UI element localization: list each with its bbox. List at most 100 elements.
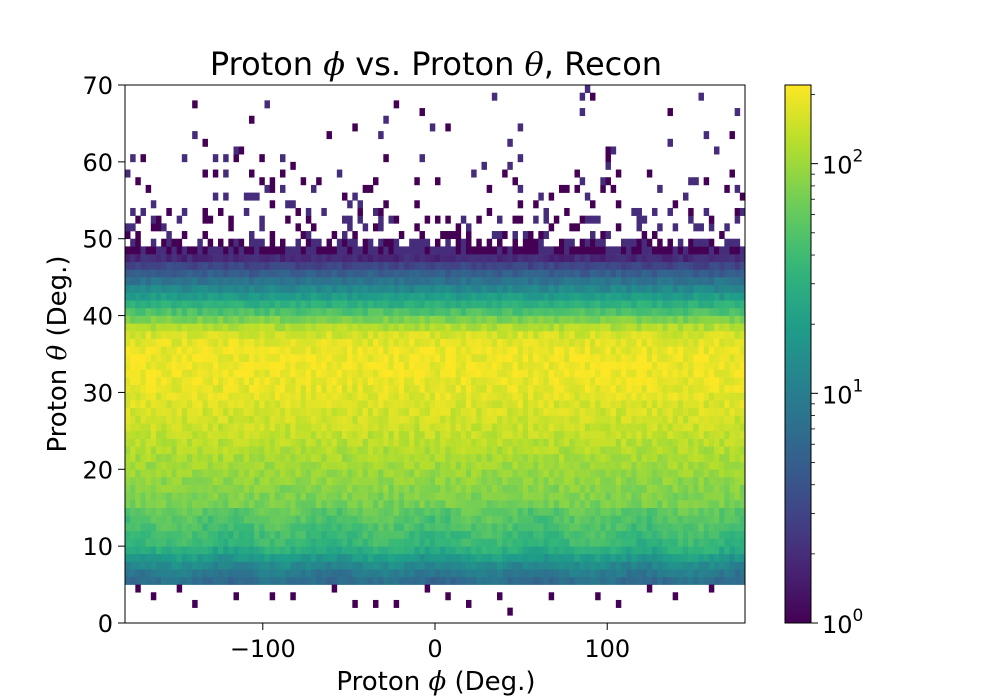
heatmap-cell [197,361,203,370]
heatmap-cell [450,469,456,478]
heatmap-cell [559,576,565,585]
heatmap-cell [512,492,518,501]
heatmap-cell [672,292,679,301]
heatmap-cell [703,300,710,309]
heatmap-cell [300,476,307,485]
heatmap-cell [259,415,265,424]
heatmap-cell [161,438,167,447]
heatmap-cell [600,392,606,401]
heatmap-cell [424,538,431,547]
heatmap-cell [538,407,544,416]
heatmap-cell [502,415,508,424]
heatmap-cell [595,377,601,386]
heatmap-cell [641,269,648,278]
heatmap-cell [491,300,498,309]
heatmap-cell [590,446,596,455]
heatmap-cell [218,438,224,447]
heatmap-cell [404,438,410,447]
heatmap-cell [166,476,172,485]
heatmap-cell [187,576,193,585]
heatmap-cell [688,500,694,509]
heatmap-cell [636,530,642,539]
heatmap-cell [373,530,379,539]
heatmap-cell [621,515,627,524]
heatmap-cell [181,392,188,401]
heatmap-cell [460,538,467,547]
heatmap-cell [305,384,312,393]
heatmap-cell [497,384,503,393]
heatmap-cell [156,407,162,416]
heatmap-cell [564,484,570,493]
heatmap-cell [435,546,441,555]
heatmap-cell [305,453,312,462]
heatmap-cell [140,400,146,409]
heatmap-cell [703,576,710,585]
heatmap-cell [708,307,715,316]
heatmap-cell [739,446,746,455]
heatmap-cell [357,476,363,485]
heatmap-cell [584,277,591,286]
heatmap-cell [662,423,668,432]
heatmap-cell [683,384,689,393]
heatmap-cell [300,469,307,478]
heatmap-cell [621,292,627,301]
heatmap-cell [641,323,648,332]
heatmap-cell [197,261,203,270]
heatmap-cell [140,354,146,362]
heatmap-cell [228,569,234,578]
heatmap-cell [548,338,555,347]
heatmap-cell [249,546,255,555]
heatmap-cell [233,546,239,555]
heatmap-cell [471,300,477,309]
heatmap-cell [440,269,446,278]
heatmap-cell [326,523,332,532]
heatmap-cell [243,338,250,347]
heatmap-cell [662,338,668,347]
heatmap-cell [259,538,265,547]
heatmap-cell [708,438,715,447]
heatmap-cell [559,538,565,547]
heatmap-cell [383,415,389,424]
heatmap-cell [486,507,493,516]
heatmap-cell [440,392,446,401]
heatmap-cell [404,469,410,478]
heatmap-cell [367,546,374,555]
heatmap-cell [584,438,591,447]
heatmap-cell [140,330,146,339]
heatmap-cell [636,400,642,409]
heatmap-cell [243,323,250,332]
heatmap-cell [259,576,265,585]
heatmap-cell [342,300,348,309]
heatmap-cell [383,369,389,378]
heatmap-cell [150,515,157,524]
heatmap-cell [533,323,539,332]
heatmap-cell [698,315,704,324]
heatmap-cell [269,492,276,501]
heatmap-cell [130,407,136,416]
heatmap-cell [156,392,162,401]
heatmap-cell [595,323,601,332]
heatmap-cell [553,361,560,370]
heatmap-cell [419,338,425,347]
heatmap-cell [491,284,498,293]
heatmap-cell [424,400,431,409]
heatmap-cell [269,484,276,493]
heatmap-cell [264,523,270,532]
heatmap-cell [605,469,611,478]
heatmap-cell [502,553,508,562]
heatmap-cell [280,407,286,416]
heatmap-cell [559,469,565,478]
heatmap-cell [290,492,296,501]
heatmap-cell [714,446,720,455]
heatmap-cell [171,523,177,532]
heatmap-cell [218,315,224,324]
heatmap-cell [336,461,343,470]
heatmap-cell [471,361,477,370]
heatmap-cell [559,476,565,485]
heatmap-cell [672,546,679,555]
heatmap-cell [667,530,673,539]
heatmap-cell [223,284,229,293]
heatmap-cell [367,392,374,401]
heatmap-cell [140,469,146,478]
heatmap-cell [657,384,663,393]
